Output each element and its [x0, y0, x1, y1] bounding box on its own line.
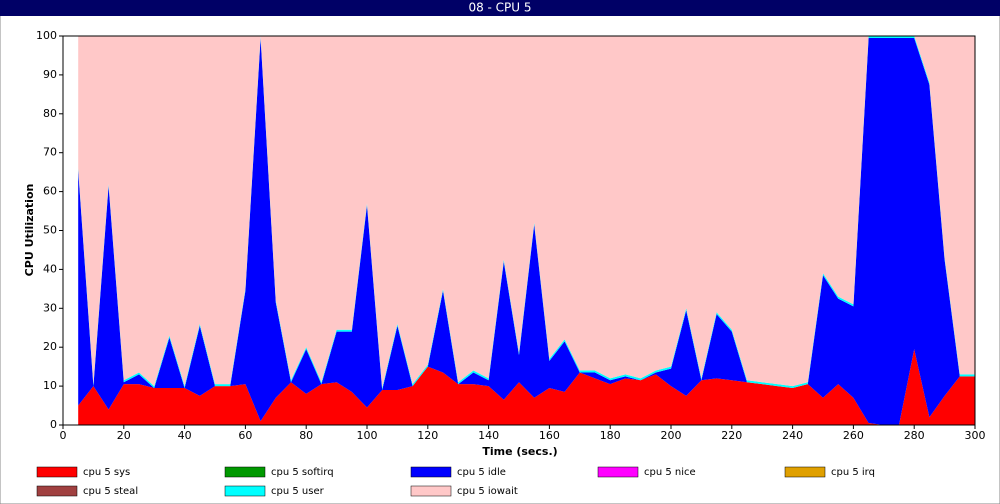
x-tick-label: 60 — [238, 429, 252, 442]
area — [78, 36, 975, 389]
x-tick-label: 0 — [60, 429, 67, 442]
y-tick-label: 80 — [43, 107, 57, 120]
legend-label: cpu 5 iowait — [457, 486, 518, 497]
y-axis-label: CPU Utilization — [23, 184, 36, 277]
x-tick-label: 80 — [299, 429, 313, 442]
x-tick-label: 260 — [843, 429, 864, 442]
chart-title: 08 - CPU 5 — [468, 1, 531, 15]
legend-swatch — [224, 485, 266, 497]
legend-swatch — [224, 466, 266, 478]
x-tick-label: 300 — [965, 429, 986, 442]
x-tick-label: 40 — [178, 429, 192, 442]
area — [78, 37, 975, 425]
legend-swatch — [597, 466, 639, 478]
y-tick-label: 40 — [43, 262, 57, 275]
title-bar — [0, 0, 1000, 16]
y-tick-label: 50 — [43, 224, 57, 237]
y-tick-label: 20 — [43, 340, 57, 353]
x-tick-label: 280 — [904, 429, 925, 442]
area — [78, 349, 975, 425]
y-tick-label: 10 — [43, 379, 57, 392]
y-tick-label: 100 — [36, 29, 57, 42]
legend-label: cpu 5 nice — [644, 467, 696, 478]
legend-label: cpu 5 sys — [83, 467, 130, 478]
legend-swatch — [410, 485, 452, 497]
y-tick-label: 30 — [43, 301, 57, 314]
legend-swatch — [784, 466, 826, 478]
x-tick-label: 160 — [539, 429, 560, 442]
x-axis-label: Time (secs.) — [482, 445, 557, 458]
x-tick-label: 220 — [721, 429, 742, 442]
y-tick-label: 60 — [43, 185, 57, 198]
legend-swatch — [36, 485, 78, 497]
legend-label: cpu 5 softirq — [271, 467, 334, 478]
y-tick-label: 90 — [43, 68, 57, 81]
y-tick-label: 0 — [50, 418, 57, 431]
legend-label: cpu 5 steal — [83, 486, 138, 497]
x-tick-label: 240 — [782, 429, 803, 442]
legend-swatch — [410, 466, 452, 478]
y-tick-label: 70 — [43, 146, 57, 159]
legend-label: cpu 5 idle — [457, 467, 506, 478]
x-tick-label: 100 — [357, 429, 378, 442]
x-tick-label: 200 — [661, 429, 682, 442]
x-tick-label: 140 — [478, 429, 499, 442]
legend-label: cpu 5 irq — [831, 467, 875, 478]
x-tick-label: 120 — [417, 429, 438, 442]
x-tick-label: 20 — [117, 429, 131, 442]
x-tick-label: 180 — [600, 429, 621, 442]
legend-label: cpu 5 user — [271, 486, 325, 497]
legend-swatch — [36, 466, 78, 478]
